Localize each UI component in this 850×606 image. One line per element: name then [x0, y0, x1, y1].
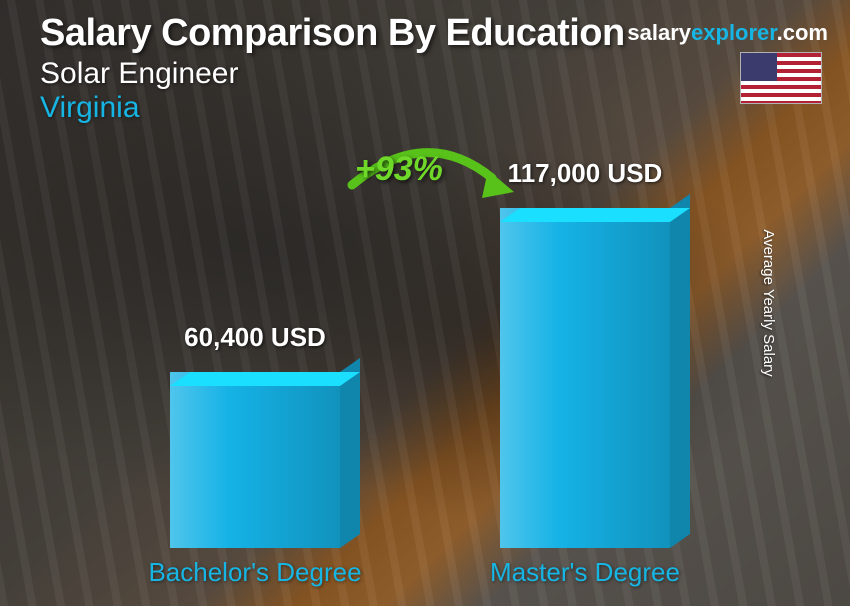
bar-category-label: Bachelor's Degree [148, 557, 361, 588]
bar-side [340, 358, 360, 548]
bar-value-label: 117,000 USD [508, 158, 663, 189]
bar-front [170, 372, 340, 548]
bar-0: 60,400 USDBachelor's Degree [170, 372, 340, 548]
bar-chart: 60,400 USDBachelor's Degree117,000 USDMa… [0, 176, 850, 596]
bar-category-label: Master's Degree [490, 557, 680, 588]
bar-value-label: 60,400 USD [184, 322, 326, 353]
job-title: Solar Engineer [40, 57, 830, 91]
brand-suffix: .com [777, 20, 828, 45]
bar-front [500, 208, 670, 548]
bar-1: 117,000 USDMaster's Degree [500, 208, 670, 548]
flag-canton [741, 53, 777, 81]
bar-top [170, 372, 360, 386]
delta-badge: +93% [355, 150, 443, 189]
flag-icon [740, 52, 822, 104]
brand-logo: salaryexplorer.com [627, 20, 828, 46]
brand-middle: explorer [691, 20, 777, 45]
brand-prefix: salary [627, 20, 691, 45]
location: Virginia [40, 91, 830, 125]
bar-side [670, 194, 690, 548]
